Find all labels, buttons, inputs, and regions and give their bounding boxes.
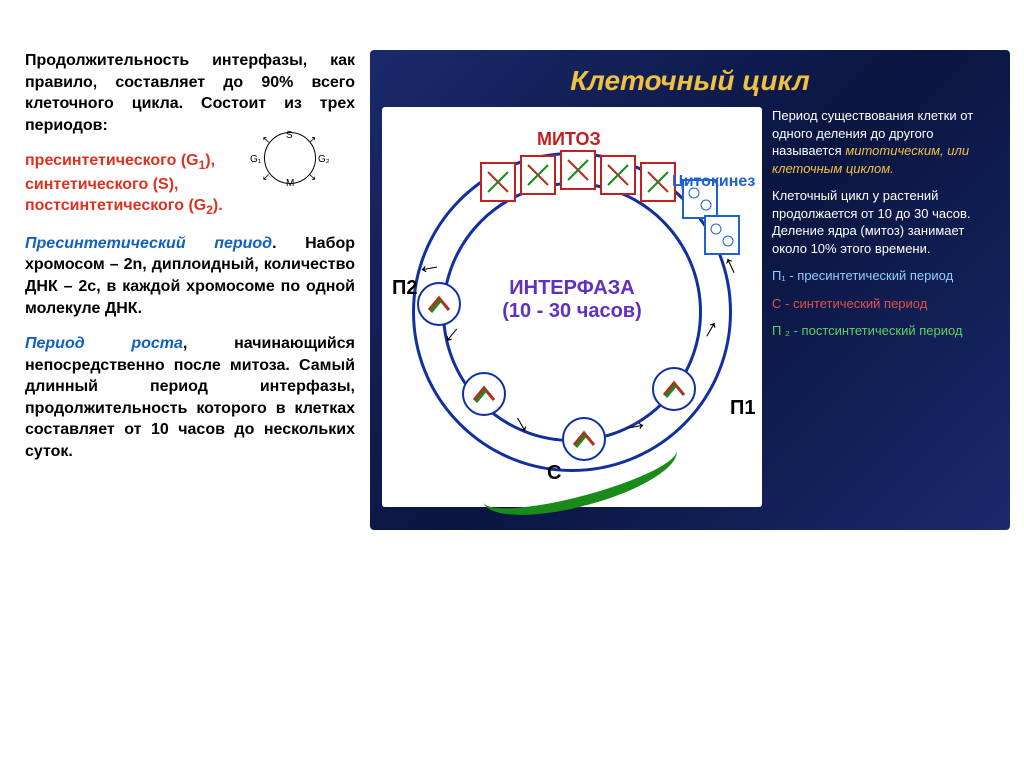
cycle-arrow: →: [415, 255, 446, 290]
mitosis-phase-box: [520, 155, 556, 195]
intro-text: Продолжительность интерфазы, как правило…: [25, 50, 355, 136]
mitosis-label: МИТОЗ: [537, 129, 601, 150]
cycle-arrow: →: [620, 405, 651, 440]
cell-cycle-diagram: МИТОЗ Цитокинез П2 П1 С ИНТЕРФАЗА (10 - …: [382, 107, 762, 507]
slide-text: Период существования клетки от одного де…: [767, 97, 997, 517]
mitosis-phase-box: [640, 162, 676, 202]
slide-panel: Клеточный цикл МИТОЗ Цитокинез П2 П1 С: [370, 0, 1024, 767]
p2-label: П2: [392, 277, 418, 300]
p1-label: П1: [730, 397, 756, 420]
cell-icon: [652, 367, 696, 411]
growth-paragraph: Период роста, начинающийся непосредствен…: [25, 333, 355, 463]
mini-cycle-diagram: S G₁ G₂ M ↖ ↗ ↙ ↘: [250, 130, 330, 190]
interphase-text: ИНТЕРФАЗА (10 - 30 часов): [482, 277, 662, 323]
mitosis-phase-box: [480, 162, 516, 202]
left-text-panel: Продолжительность интерфазы, как правило…: [0, 0, 370, 767]
mitosis-phase-box: [600, 155, 636, 195]
slide: Клеточный цикл МИТОЗ Цитокинез П2 П1 С: [370, 50, 1010, 530]
presyn-paragraph: Пресинтетический период. Набор хромосом …: [25, 233, 355, 319]
legend-p2: П ₂ - постсинтетический период: [772, 322, 987, 340]
c-label: С: [547, 462, 561, 485]
legend-s: С - синтетический период: [772, 295, 987, 313]
slide-title: Клеточный цикл: [370, 50, 1010, 97]
legend-p1: П₁ - пресинтетический период: [772, 267, 987, 285]
cell-icon: [462, 372, 506, 416]
cytokinesis-label: Цитокинез: [672, 173, 755, 191]
mitosis-phase-box: [560, 150, 596, 190]
cell-icon: [562, 417, 606, 461]
